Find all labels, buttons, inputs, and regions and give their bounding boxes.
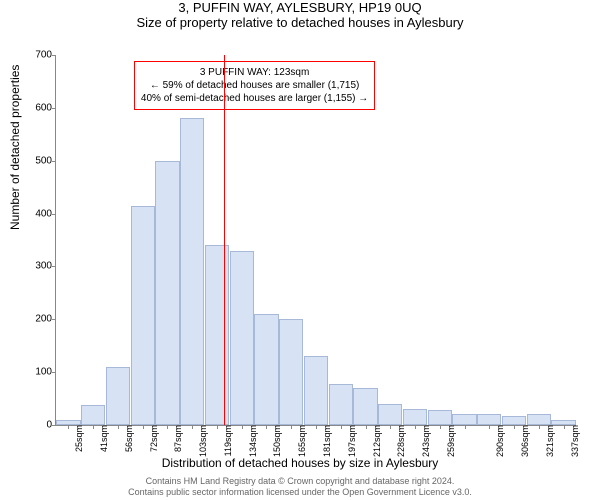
y-tick-mark bbox=[52, 214, 56, 215]
bar bbox=[428, 410, 452, 425]
x-tick-mark bbox=[539, 425, 540, 429]
x-tick-label: 165sqm bbox=[294, 425, 307, 457]
x-tick-label: 243sqm bbox=[418, 425, 431, 457]
info-line-2: ← 59% of detached houses are smaller (1,… bbox=[141, 79, 368, 92]
x-tick-mark bbox=[341, 425, 342, 429]
marker-line bbox=[224, 55, 225, 425]
x-tick-label: 25sqm bbox=[71, 425, 84, 452]
x-tick-label: 290sqm bbox=[492, 425, 505, 457]
x-tick-label: 103sqm bbox=[195, 425, 208, 457]
x-tick-label: 306sqm bbox=[517, 425, 530, 457]
x-tick-label: 72sqm bbox=[146, 425, 159, 452]
y-tick-label: 700 bbox=[22, 50, 56, 61]
x-tick-mark bbox=[68, 425, 69, 429]
bar bbox=[131, 206, 155, 425]
x-tick-mark bbox=[415, 425, 416, 429]
chart-subtitle: Size of property relative to detached ho… bbox=[0, 15, 600, 30]
y-tick-label: 400 bbox=[22, 208, 56, 219]
y-axis-label: Number of detached properties bbox=[8, 65, 22, 230]
x-tick-mark bbox=[440, 425, 441, 429]
x-tick-mark bbox=[93, 425, 94, 429]
bar bbox=[81, 405, 105, 425]
x-tick-label: 197sqm bbox=[344, 425, 357, 457]
x-tick-label: 321sqm bbox=[542, 425, 555, 457]
bar bbox=[353, 388, 377, 425]
y-tick-label: 100 bbox=[22, 367, 56, 378]
x-tick-mark bbox=[489, 425, 490, 429]
x-tick-mark bbox=[266, 425, 267, 429]
y-tick-mark bbox=[52, 161, 56, 162]
bar bbox=[155, 161, 179, 425]
info-line-3: 40% of semi-detached houses are larger (… bbox=[141, 92, 368, 105]
bar bbox=[329, 384, 353, 425]
bar bbox=[477, 414, 501, 425]
x-tick-mark bbox=[167, 425, 168, 429]
y-tick-mark bbox=[52, 55, 56, 56]
footer-line-2: Contains public sector information licen… bbox=[0, 487, 600, 498]
bar bbox=[403, 409, 427, 425]
bar bbox=[378, 404, 402, 425]
y-tick-mark bbox=[52, 266, 56, 267]
x-tick-mark bbox=[564, 425, 565, 429]
x-tick-label: 228sqm bbox=[393, 425, 406, 457]
x-tick-mark bbox=[316, 425, 317, 429]
bar bbox=[502, 416, 526, 426]
y-tick-label: 200 bbox=[22, 314, 56, 325]
info-box: 3 PUFFIN WAY: 123sqm ← 59% of detached h… bbox=[134, 61, 375, 110]
x-tick-mark bbox=[217, 425, 218, 429]
x-tick-label: 41sqm bbox=[96, 425, 109, 452]
info-line-1: 3 PUFFIN WAY: 123sqm bbox=[141, 66, 368, 79]
y-tick-label: 300 bbox=[22, 261, 56, 272]
y-tick-label: 0 bbox=[22, 420, 56, 431]
bar bbox=[304, 356, 328, 425]
page-title: 3, PUFFIN WAY, AYLESBURY, HP19 0UQ bbox=[0, 0, 600, 15]
x-tick-label: 212sqm bbox=[369, 425, 382, 457]
x-axis-label: Distribution of detached houses by size … bbox=[0, 456, 600, 470]
x-tick-mark bbox=[291, 425, 292, 429]
x-tick-mark bbox=[390, 425, 391, 429]
bar bbox=[205, 245, 229, 425]
x-tick-label: 337sqm bbox=[567, 425, 580, 457]
bar bbox=[254, 314, 278, 425]
bar bbox=[180, 118, 204, 425]
x-tick-mark bbox=[514, 425, 515, 429]
y-tick-label: 600 bbox=[22, 102, 56, 113]
x-tick-mark bbox=[118, 425, 119, 429]
x-tick-mark bbox=[465, 425, 466, 429]
y-tick-mark bbox=[52, 372, 56, 373]
bar bbox=[230, 251, 254, 425]
y-tick-mark bbox=[52, 319, 56, 320]
x-tick-mark bbox=[242, 425, 243, 429]
x-tick-mark bbox=[366, 425, 367, 429]
bar bbox=[527, 414, 551, 425]
bar bbox=[452, 414, 476, 425]
bar bbox=[106, 367, 130, 425]
y-tick-mark bbox=[52, 108, 56, 109]
footer: Contains HM Land Registry data © Crown c… bbox=[0, 476, 600, 498]
x-tick-label: 119sqm bbox=[220, 425, 233, 456]
x-tick-mark bbox=[192, 425, 193, 429]
x-tick-label: 259sqm bbox=[443, 425, 456, 457]
x-tick-label: 87sqm bbox=[170, 425, 183, 452]
x-tick-label: 134sqm bbox=[245, 425, 258, 457]
chart-area: 3 PUFFIN WAY: 123sqm ← 59% of detached h… bbox=[55, 55, 576, 426]
bar bbox=[279, 319, 303, 425]
x-tick-label: 56sqm bbox=[121, 425, 134, 452]
footer-line-1: Contains HM Land Registry data © Crown c… bbox=[0, 476, 600, 487]
x-tick-label: 181sqm bbox=[319, 425, 332, 457]
x-tick-label: 150sqm bbox=[269, 425, 282, 457]
x-tick-mark bbox=[143, 425, 144, 429]
y-tick-mark bbox=[52, 425, 56, 426]
y-tick-label: 500 bbox=[22, 155, 56, 166]
